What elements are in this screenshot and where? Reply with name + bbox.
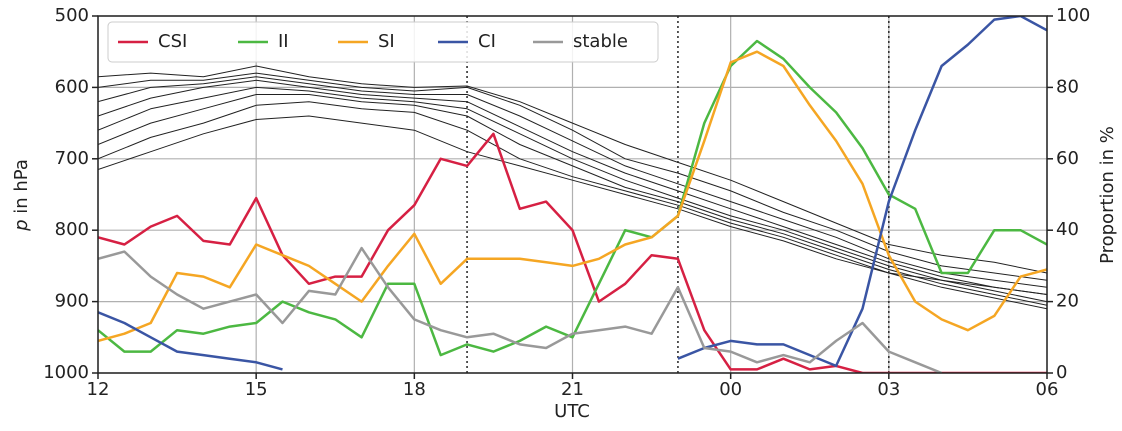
- y-tick-label: 1000: [43, 362, 89, 383]
- series-line: [98, 246, 943, 373]
- x-tick-label: 21: [561, 379, 584, 400]
- y-tick-label: 500: [55, 5, 89, 26]
- x-tick-label: 15: [245, 379, 268, 400]
- y2-tick-label: 100: [1056, 5, 1090, 26]
- y-axis-label: p in hPa: [11, 159, 32, 232]
- x-tick-label: 03: [877, 379, 900, 400]
- series-line: [98, 50, 1047, 343]
- y-tick-label: 900: [55, 291, 89, 312]
- y-axis-label-unit: in hPa: [11, 159, 32, 219]
- series-line: [98, 16, 1047, 371]
- legend-label: CSI: [158, 31, 187, 52]
- y2-tick-label: 80: [1056, 76, 1079, 97]
- y2-tick-label: 40: [1056, 219, 1079, 240]
- y2-tick-label: 20: [1056, 291, 1079, 312]
- x-axis-label: UTC: [554, 401, 590, 422]
- y-tick-label: 800: [55, 219, 89, 240]
- legend-label: SI: [378, 31, 395, 52]
- x-tick-label: 18: [403, 379, 426, 400]
- proportion-lines: [98, 16, 1047, 373]
- legend-label: II: [278, 31, 289, 52]
- axes: 12 15 18 21 00 03 06 500 600 700 800 900 1000 0 20 40 60…: [43, 5, 1090, 400]
- vertical-lines: [466, 16, 890, 373]
- y-tick-label: 700: [55, 148, 89, 169]
- trajectory-line: [98, 65, 1047, 274]
- trajectory-line: [98, 76, 1047, 288]
- y-tick-label: 600: [55, 76, 89, 97]
- y2-tick-label: 0: [1056, 362, 1067, 383]
- legend: CSI II SI CI stable: [107, 21, 659, 63]
- series-line: [98, 39, 1047, 357]
- x-tick-label: 06: [1036, 379, 1059, 400]
- y2-axis-label: Proportion in %: [1097, 126, 1118, 264]
- series-line: [98, 132, 1047, 373]
- y-axis-label-symbol: p: [11, 219, 32, 231]
- x-tick-label: 00: [719, 379, 742, 400]
- legend-box: [107, 21, 659, 63]
- trajectory-line: [98, 94, 1047, 306]
- legend-label: stable: [573, 31, 628, 52]
- legend-label: CI: [478, 31, 496, 52]
- x-tick-label: 12: [87, 379, 110, 400]
- trajectory-line: [98, 86, 1047, 303]
- y2-tick-label: 60: [1056, 148, 1079, 169]
